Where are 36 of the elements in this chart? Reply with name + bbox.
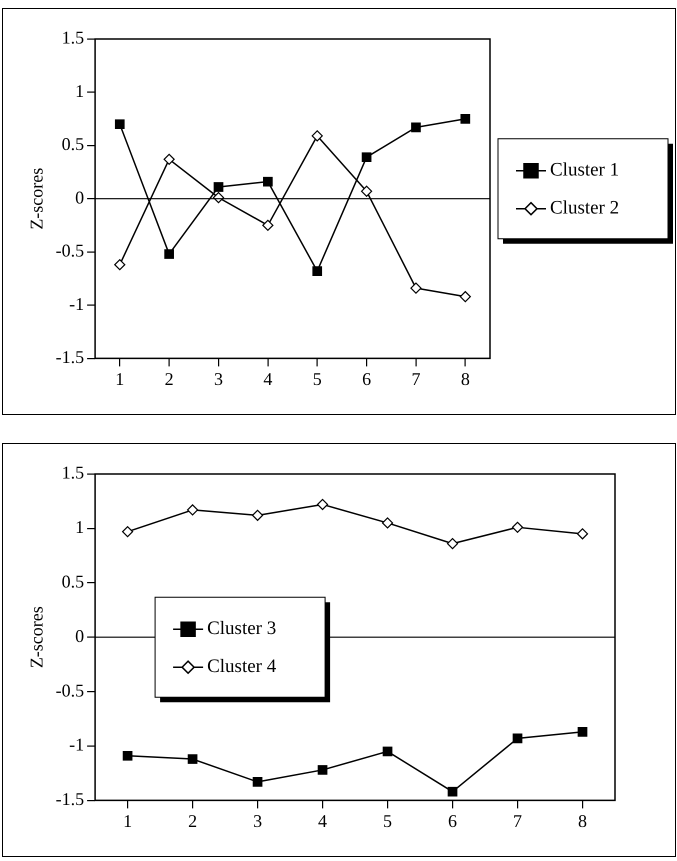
- y-tick-label: 1: [75, 80, 84, 101]
- y-tick-label: -0.5: [56, 680, 84, 700]
- y-tick-label: -1: [69, 734, 84, 755]
- legend-label: Cluster 2: [550, 198, 620, 219]
- x-tick-label: 1: [123, 810, 132, 831]
- y-tick-label: 1: [75, 517, 84, 538]
- y-tick-label: 0.5: [62, 134, 84, 154]
- y-tick-label: 1.5: [62, 28, 84, 48]
- y-tick-label: -1: [69, 294, 84, 314]
- y-axis-title: Z-scores: [26, 168, 47, 230]
- x-tick-label: 1: [115, 368, 124, 389]
- x-tick-label: 3: [214, 368, 223, 389]
- legend-label: Cluster 1: [550, 160, 620, 181]
- x-tick-label: 3: [253, 810, 262, 831]
- y-tick-label: -0.5: [56, 240, 84, 261]
- y-tick-label: 0: [75, 626, 84, 646]
- x-tick-label: 2: [188, 810, 198, 831]
- x-tick-label: 4: [263, 368, 272, 389]
- y-tick-label: -1.5: [56, 789, 84, 810]
- x-tick-label: 5: [312, 368, 322, 389]
- x-tick-label: 2: [164, 368, 174, 389]
- x-tick-label: 6: [448, 810, 458, 831]
- x-tick-label: 7: [411, 368, 420, 389]
- x-tick-label: 7: [513, 810, 522, 831]
- legend-label: Cluster 4: [207, 656, 277, 678]
- x-tick-label: 4: [318, 810, 328, 831]
- x-tick-label: 8: [460, 368, 470, 389]
- y-tick-label: -1.5: [56, 347, 84, 368]
- x-tick-label: 6: [362, 368, 372, 389]
- y-tick-label: 1.5: [62, 462, 84, 483]
- y-axis-title: Z-scores: [26, 606, 47, 668]
- y-tick-label: 0: [75, 187, 84, 208]
- y-tick-label: 0.5: [62, 572, 84, 592]
- legend-label: Cluster 3: [207, 618, 276, 640]
- x-tick-label: 5: [383, 810, 392, 831]
- x-tick-label: 8: [578, 810, 588, 831]
